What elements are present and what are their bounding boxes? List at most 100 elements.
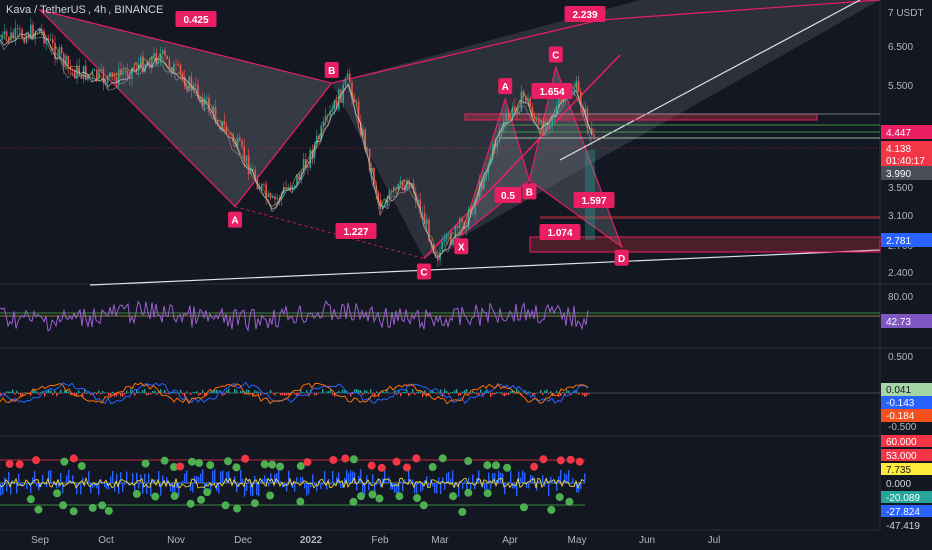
- osc-bar: [274, 474, 276, 483]
- time-tick-Mar: Mar: [431, 535, 449, 546]
- macd-histogram-bar: [322, 389, 324, 393]
- candle-body: [208, 97, 210, 112]
- macd-histogram-bar: [416, 392, 418, 393]
- macd-histogram-bar: [410, 393, 412, 395]
- osc-bar: [316, 483, 318, 492]
- osc-bar: [242, 478, 244, 483]
- osc-dot-top: [428, 463, 437, 472]
- macd-histogram-bar: [546, 389, 548, 393]
- macd-histogram-bar: [284, 393, 286, 396]
- macd-histogram-bar: [42, 391, 44, 393]
- osc-bar: [86, 482, 88, 483]
- macd-last-bg: [881, 383, 932, 396]
- macd-histogram-bar: [148, 393, 150, 395]
- macd-histogram-bar: [454, 390, 456, 393]
- moving-average: [0, 36, 593, 257]
- osc-bar: [176, 483, 178, 488]
- macd-histogram-bar: [526, 393, 528, 395]
- osc-bar: [432, 483, 434, 487]
- candle-body: [223, 120, 226, 126]
- macd-histogram-bar: [422, 393, 424, 397]
- candle-body: [408, 182, 410, 189]
- candle-body: [302, 159, 305, 173]
- macd-histogram-bar: [560, 393, 562, 396]
- macd-histogram-bar: [82, 393, 84, 397]
- macd-histogram-bar: [48, 389, 50, 393]
- macd-histogram-bar: [50, 390, 52, 393]
- macd-histogram-bar: [56, 393, 58, 397]
- symbol-name: Kava / TetherUS: [6, 4, 86, 16]
- candle-body: [577, 80, 580, 92]
- osc-bar: [510, 470, 512, 483]
- osc-bar: [336, 476, 338, 483]
- candle-body: [542, 119, 545, 134]
- macd-histogram-bar: [314, 393, 316, 396]
- macd-histogram-bar: [476, 393, 478, 395]
- macd-histogram-bar: [112, 391, 114, 393]
- osc-bar: [378, 477, 380, 483]
- white-support-line: [89, 249, 881, 286]
- osc-bar: [580, 483, 582, 490]
- candle-body: [540, 119, 542, 124]
- osc-bar: [386, 481, 388, 483]
- osc-dot-bottom: [547, 505, 556, 514]
- macd-histogram-bar: [300, 389, 302, 393]
- osc-label: 53.000: [886, 451, 917, 462]
- macd-histogram-bar: [556, 390, 558, 393]
- osc-dot-bottom: [88, 503, 97, 512]
- osc-bar: [190, 483, 192, 491]
- osc-bar: [422, 483, 424, 491]
- macd-histogram-bar: [154, 390, 156, 393]
- osc-bar: [578, 483, 580, 493]
- osc-dot-bottom: [266, 491, 275, 500]
- macd-histogram-bar: [568, 390, 570, 393]
- osc-bar: [18, 473, 20, 483]
- osc-dot-bottom: [565, 497, 574, 506]
- osc-bar: [550, 476, 552, 483]
- macd-tick: -0.500: [888, 422, 917, 433]
- macd-histogram-bar: [508, 393, 510, 395]
- candle-body: [340, 89, 342, 103]
- candle-body: [25, 34, 28, 43]
- ratio-label: 1.654: [539, 87, 564, 98]
- osc-bar: [126, 471, 128, 483]
- candle-body: [254, 169, 256, 180]
- osc-bar: [444, 483, 446, 490]
- osc-bar: [240, 469, 242, 483]
- symbol-header[interactable]: Kava / TetherUS, 4h, BINANCE: [6, 4, 164, 16]
- osc-bar: [450, 478, 452, 483]
- candle-body: [357, 101, 360, 122]
- rsi-line: [0, 299, 589, 332]
- candle-body: [34, 33, 36, 39]
- osc-dot-top: [32, 456, 41, 465]
- osc-bar: [50, 470, 52, 483]
- osc-dot-bottom: [368, 490, 377, 499]
- osc-bar: [402, 483, 404, 492]
- macd-histogram-bar: [212, 391, 214, 393]
- osc-bar: [278, 469, 280, 483]
- macd-histogram-bar: [376, 391, 378, 393]
- osc-bar: [570, 483, 572, 485]
- candle-body: [371, 168, 373, 171]
- candle-body: [5, 31, 8, 37]
- macd-histogram-bar: [192, 392, 194, 393]
- macd-histogram-bar: [96, 393, 98, 395]
- osc-bar: [114, 483, 116, 492]
- osc-bar: [124, 483, 126, 485]
- candle-body: [324, 115, 327, 122]
- white-trend-line: [559, 0, 861, 161]
- macd-histogram-bar: [196, 391, 198, 393]
- candle-body: [109, 72, 111, 77]
- osc-bar: [438, 477, 440, 483]
- candle-body: [199, 96, 201, 99]
- osc-bar: [412, 479, 414, 483]
- osc-bar: [300, 477, 302, 483]
- macd-histogram-bar: [446, 391, 448, 393]
- candle-body: [287, 187, 289, 189]
- macd-histogram-bar: [220, 390, 222, 393]
- candle-body: [382, 206, 384, 210]
- candle-body: [23, 37, 25, 43]
- osc-bar: [304, 483, 306, 489]
- osc-bar: [364, 483, 366, 496]
